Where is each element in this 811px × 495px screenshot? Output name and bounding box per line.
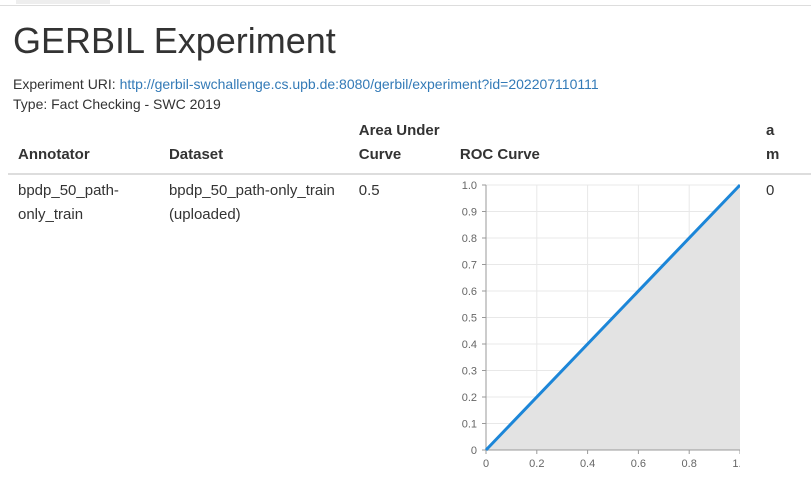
- header-roc: ROC Curve: [449, 115, 757, 175]
- y-tick-label-4: 0.4: [462, 339, 477, 351]
- table-row: bpdp_50_path- only_train bpdp_50_path-on…: [8, 174, 811, 477]
- table-header-row: Annotator Dataset Area Under Curve ROC C…: [8, 115, 811, 175]
- y-tick-label-0: 0: [471, 445, 477, 457]
- y-tick-label-1: 0.1: [462, 419, 477, 431]
- top-nav-bar: [0, 0, 811, 6]
- dataset-line2: (uploaded): [168, 206, 241, 223]
- page-title: GERBIL Experiment: [13, 20, 336, 61]
- y-tick-label-9: 0.9: [462, 207, 477, 219]
- roc-chart: 0 0.1 0.2 0.3 0.4 0.5 0.6 0.7 0.8 0.9 1.0 0 0.2 0.4 0.…: [462, 180, 740, 470]
- annotator-line1: bpdp_50_path-: [18, 182, 119, 199]
- y-tick-label-7: 0.7: [462, 260, 477, 272]
- experiment-uri-label: Experiment URI:: [13, 76, 116, 92]
- experiment-uri-line: Experiment URI: http://gerbil-swchalleng…: [13, 74, 599, 94]
- dataset-line1: bpdp_50_path-only_train: [168, 182, 335, 199]
- header-extra-line1: a: [766, 122, 775, 139]
- x-tick-label-1: 0.2: [529, 458, 544, 470]
- y-tick-label-6: 0.6: [462, 286, 477, 298]
- experiment-meta: Experiment URI: http://gerbil-swchalleng…: [13, 74, 599, 114]
- header-auc-line2: Curve: [358, 146, 402, 163]
- x-tick-label-4: 0.8: [681, 458, 696, 470]
- cell-auc: 0.5: [358, 182, 380, 199]
- header-annotator: Annotator: [8, 115, 159, 175]
- y-tick-label-5: 0.5: [462, 313, 477, 325]
- experiment-uri-link[interactable]: http://gerbil-swchallenge.cs.upb.de:8080…: [119, 76, 599, 92]
- x-tick-label-2: 0.4: [580, 458, 595, 470]
- cell-dataset: bpdp_50_path-only_train (uploaded): [159, 174, 349, 477]
- experiment-type: Type: Fact Checking - SWC 2019: [13, 96, 221, 112]
- roc-line: [484, 183, 740, 452]
- x-tick-label-5: 1.0: [732, 458, 740, 470]
- y-tick-label-3: 0.3: [462, 366, 477, 378]
- y-tick-label-8: 0.8: [462, 233, 477, 245]
- cell-annotator: bpdp_50_path- only_train: [8, 174, 159, 477]
- nav-tab[interactable]: [16, 0, 110, 4]
- x-tick-label-3: 0.6: [631, 458, 646, 470]
- results-table: Annotator Dataset Area Under Curve ROC C…: [8, 115, 811, 477]
- x-tick-label-0: 0: [483, 458, 489, 470]
- header-auc: Area Under Curve: [348, 115, 450, 175]
- header-dataset: Dataset: [158, 115, 349, 175]
- cell-roc: 0 0.1 0.2 0.3 0.4 0.5 0.6 0.7 0.8 0.9 1.0 0 0.2 0.4 0.…: [450, 174, 756, 477]
- annotator-line2: only_train: [18, 206, 84, 223]
- header-extra-line2: m: [766, 146, 780, 163]
- header-extra: a m: [756, 115, 811, 175]
- y-tick-label-10: 1.0: [462, 180, 477, 192]
- cell-extra: 0: [766, 182, 775, 199]
- header-auc-line1: Area Under: [358, 122, 440, 139]
- y-tick-label-2: 0.2: [462, 392, 477, 404]
